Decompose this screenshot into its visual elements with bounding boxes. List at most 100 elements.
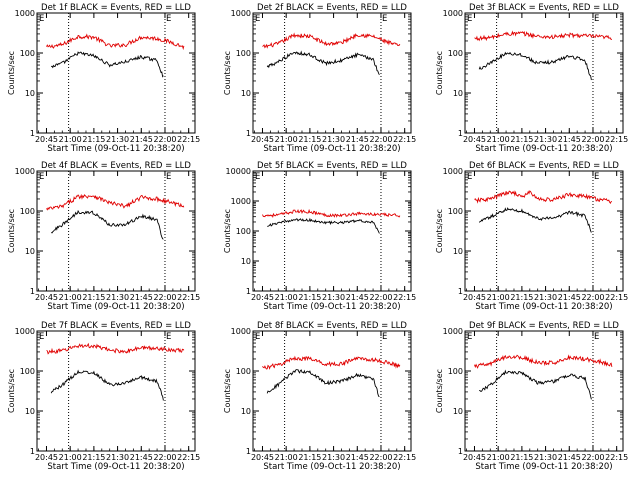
events-series-line [50,51,164,78]
x-tick-label: 21:00 [275,135,298,144]
chart-panel: Det 8f BLACK = Events, RED = LLD 1 10 100 10… [223,321,416,472]
end-flag-label: E [594,172,599,182]
end-flag-label: E [594,332,599,342]
x-axis-label: Start Time (09-Oct-11 20:38:20) [475,462,612,472]
x-axis-label: Start Time (09-Oct-11 20:38:20) [47,144,184,154]
y-tick-label: 100 [20,207,35,216]
plot-frame [464,12,624,134]
y-tick-label: 1000 [443,327,463,336]
plot-frame [36,170,196,292]
y-tick-label: 1000 [443,9,463,18]
end-flag-label: E [382,332,387,342]
x-tick-label: 20:45 [251,293,274,302]
y-tick-label: 1 [246,287,251,296]
lld-series-line [474,190,613,205]
plot-frame [36,12,196,134]
y-axis-label: Counts/sec [223,209,232,253]
x-tick-label: 21:15 [298,453,321,462]
x-tick-label: 21:30 [322,135,345,144]
x-tick-label: 21:00 [59,135,82,144]
x-tick-label: 21:45 [130,293,153,302]
x-tick-label: 22:00 [581,453,604,462]
x-tick-label: 21:45 [130,453,153,462]
events-series-line [50,369,164,401]
chart-panel: Det 9f BLACK = Events, RED = LLD 1 10 100 10… [435,321,628,472]
start-flag-label: E [255,332,260,342]
y-tick-label: 1000 [231,9,251,18]
x-tick-label: 22:15 [393,453,416,462]
y-tick-label: 10 [453,247,463,256]
x-tick-label: 21:15 [510,135,533,144]
y-tick-label: 10 [241,89,251,98]
chart-title: Det 3f BLACK = Events, RED = LLD [469,3,619,13]
y-tick-label: 1 [30,129,35,138]
chart-panel: Det 3f BLACK = Events, RED = LLD 1 10 100 10… [435,3,628,154]
x-tick-label: 22:00 [153,135,176,144]
plot-frame [36,330,196,452]
start-flag-label: E [467,172,472,182]
y-tick-label: 100 [448,49,463,58]
x-tick-label: 22:00 [581,135,604,144]
y-tick-label: 1 [246,447,251,456]
x-tick-label: 20:45 [463,135,486,144]
y-tick-label: 1 [458,129,463,138]
y-tick-label: 10 [25,247,35,256]
x-tick-label: 21:00 [275,453,298,462]
end-flag-label: E [382,172,387,182]
events-series-line [266,50,380,76]
y-tick-label: 10 [25,89,35,98]
x-tick-label: 21:30 [534,293,557,302]
x-tick-label: 22:00 [369,453,392,462]
x-tick-label: 21:45 [346,453,369,462]
chart-panel: Det 5f BLACK = Events, RED = LLD 1 10 100 10… [223,161,416,312]
chart-title: Det 1f BLACK = Events, RED = LLD [41,3,191,13]
x-tick-label: 21:45 [558,293,581,302]
x-tick-label: 21:15 [82,453,105,462]
start-flag-label: E [255,14,260,24]
x-tick-label: 21:15 [298,135,321,144]
x-tick-label: 21:30 [106,453,129,462]
x-tick-label: 22:00 [153,293,176,302]
y-tick-label: 1 [458,447,463,456]
x-tick-label: 22:15 [177,453,200,462]
chart-title: Det 2f BLACK = Events, RED = LLD [257,3,407,13]
events-series-line [478,51,592,81]
chart-panel: Det 6f BLACK = Events, RED = LLD 1 10 100 10… [435,161,628,312]
start-flag-label: E [39,14,44,24]
lld-series-line [46,342,185,355]
x-tick-label: 20:45 [463,293,486,302]
y-tick-label: 100 [448,367,463,376]
y-tick-label: 10 [241,407,251,416]
y-tick-label: 1 [30,287,35,296]
y-tick-label: 1000 [15,9,35,18]
y-tick-label: 1000 [231,327,251,336]
x-tick-label: 20:45 [35,293,58,302]
events-series-line [267,217,380,234]
chart-title: Det 9f BLACK = Events, RED = LLD [469,321,619,331]
events-series-line [266,369,380,398]
end-flag-label: E [594,14,599,24]
chart-panel: Det 7f BLACK = Events, RED = LLD 1 10 100 10… [7,321,200,472]
start-flag-label: E [467,14,472,24]
x-axis-label: Start Time (09-Oct-11 20:38:20) [47,302,184,312]
x-tick-label: 21:45 [346,135,369,144]
x-tick-label: 21:15 [510,293,533,302]
x-tick-label: 21:45 [558,135,581,144]
x-tick-label: 21:30 [534,135,557,144]
y-tick-label: 10 [241,257,251,266]
end-flag-label: E [166,172,171,182]
x-tick-label: 20:45 [251,453,274,462]
x-tick-label: 22:00 [369,293,392,302]
x-tick-label: 21:45 [130,135,153,144]
y-axis-label: Counts/sec [223,51,232,95]
x-tick-label: 21:15 [510,453,533,462]
y-tick-label: 100 [20,49,35,58]
y-axis-label: Counts/sec [435,369,444,413]
x-tick-label: 20:45 [463,453,486,462]
x-tick-label: 20:45 [251,135,274,144]
x-tick-label: 21:30 [534,453,557,462]
events-series-line [50,209,164,240]
chart-title: Det 5f BLACK = Events, RED = LLD [257,161,407,171]
x-tick-label: 21:45 [346,293,369,302]
